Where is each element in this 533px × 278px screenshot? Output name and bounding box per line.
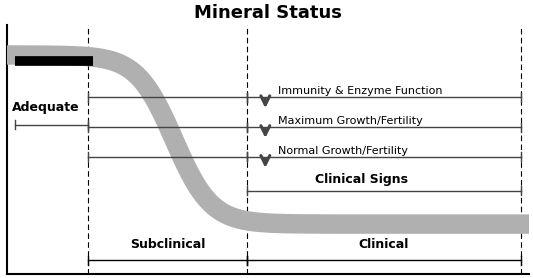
- Text: Immunity & Enzyme Function: Immunity & Enzyme Function: [278, 86, 443, 96]
- Text: Normal Growth/Fertility: Normal Growth/Fertility: [278, 146, 408, 156]
- Text: Adequate: Adequate: [12, 101, 80, 114]
- Text: Clinical: Clinical: [359, 238, 409, 251]
- Text: Subclinical: Subclinical: [130, 238, 205, 251]
- Text: Maximum Growth/Fertility: Maximum Growth/Fertility: [278, 116, 423, 126]
- Text: Clinical Signs: Clinical Signs: [316, 173, 408, 186]
- Title: Mineral Status: Mineral Status: [194, 4, 342, 22]
